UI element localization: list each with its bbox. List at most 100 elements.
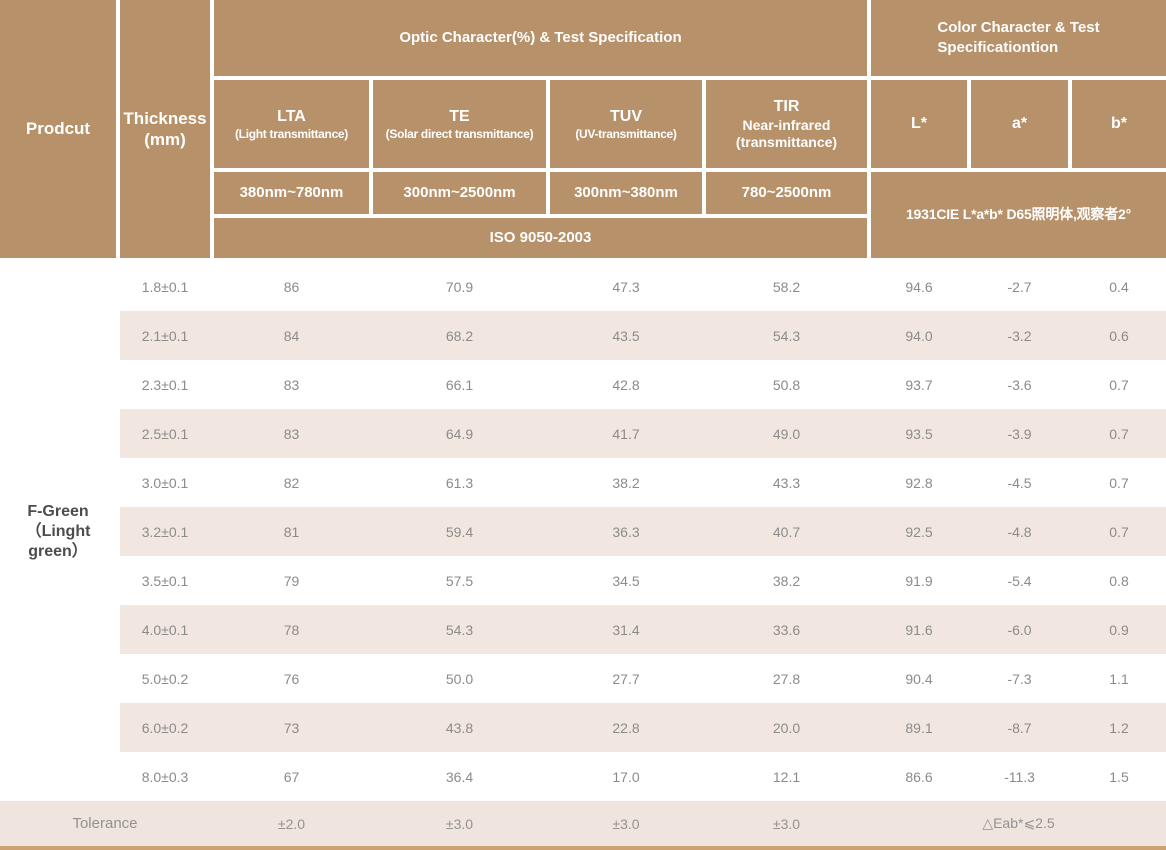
cell-lta: 82 bbox=[283, 474, 300, 491]
cell-bstar: 0.6 bbox=[1109, 327, 1129, 344]
cell-tuv: 22.8 bbox=[612, 719, 640, 736]
header-thickness: Thickness (mm) bbox=[120, 0, 210, 258]
header-col-astar: a* bbox=[971, 80, 1068, 168]
header-col-bstar: b* bbox=[1072, 80, 1166, 168]
cell-lta: 84 bbox=[283, 327, 300, 344]
header-range-te: 300nm~2500nm bbox=[373, 172, 546, 214]
header-col-tir-name: TIR bbox=[773, 97, 800, 115]
cell-lstar: 90.4 bbox=[905, 670, 933, 687]
cell-te: 36.4 bbox=[445, 768, 474, 785]
cell-thickness: 2.3±0.1 bbox=[141, 376, 189, 393]
header-col-tuv-name: TUV bbox=[610, 107, 642, 125]
cell-astar: -11.3 bbox=[1004, 768, 1035, 785]
cell-bstar: 0.8 bbox=[1109, 572, 1129, 589]
cell-tuv: 31.4 bbox=[612, 621, 640, 638]
cell-lstar: 92.8 bbox=[905, 474, 933, 491]
cell-tir: 43.3 bbox=[772, 474, 801, 491]
cell-astar: -8.7 bbox=[1007, 719, 1032, 736]
cell-bstar: 0.7 bbox=[1109, 523, 1129, 540]
cell-tir: 38.2 bbox=[772, 572, 801, 589]
cell-astar: -5.4 bbox=[1007, 572, 1032, 589]
cell-te: 54.3 bbox=[445, 621, 474, 638]
cell-lta: 78 bbox=[283, 621, 300, 638]
cell-tuv: 42.8 bbox=[612, 376, 640, 393]
header-col-lta-sub: (Light transmittance) bbox=[234, 126, 349, 141]
cell-bstar: 0.4 bbox=[1109, 278, 1129, 295]
header-thickness-line2: (mm) bbox=[144, 130, 186, 149]
tolerance-tir: ±3.0 bbox=[772, 815, 801, 832]
cell-lstar: 92.5 bbox=[905, 523, 933, 540]
header-col-lta-name: LTA bbox=[277, 107, 306, 125]
tolerance-row: Tolerance ±2.0 ±3.0 ±3.0 ±3.0 △Eab*⩽2.5 bbox=[0, 801, 1166, 846]
cell-tuv: 34.5 bbox=[612, 572, 640, 589]
cell-lstar: 93.5 bbox=[905, 425, 933, 442]
header-col-lta: LTA (Light transmittance) bbox=[214, 80, 369, 168]
cell-lstar: 89.1 bbox=[905, 719, 933, 736]
header-col-tuv: TUV (UV-transmittance) bbox=[550, 80, 702, 168]
cell-bstar: 1.2 bbox=[1109, 719, 1129, 736]
tolerance-tuv: ±3.0 bbox=[612, 815, 640, 832]
cell-tir: 49.0 bbox=[772, 425, 801, 442]
cell-lta: 83 bbox=[283, 376, 300, 393]
product-name-label: F-Green （Linght green） bbox=[25, 502, 91, 560]
header-optic-group: Optic Character(%) & Test Specification bbox=[214, 0, 867, 76]
cell-tir: 20.0 bbox=[772, 719, 801, 736]
cell-lstar: 94.0 bbox=[905, 327, 933, 344]
cell-lta: 81 bbox=[283, 523, 300, 540]
cell-thickness: 2.1±0.1 bbox=[141, 327, 189, 344]
cell-thickness: 3.0±0.1 bbox=[141, 474, 189, 491]
cell-te: 43.8 bbox=[445, 719, 474, 736]
cell-thickness: 6.0±0.2 bbox=[141, 719, 189, 736]
header-col-lstar: L* bbox=[871, 80, 967, 168]
cell-te: 61.3 bbox=[445, 474, 474, 491]
header-range-tuv: 300nm~380nm bbox=[550, 172, 702, 214]
header-col-tuv-sub: (UV-transmittance) bbox=[575, 126, 677, 141]
cell-te: 50.0 bbox=[445, 670, 474, 687]
cell-lta: 73 bbox=[283, 719, 300, 736]
header-range-tir: 780~2500nm bbox=[706, 172, 867, 214]
header-product-label: Prodcut bbox=[25, 119, 91, 139]
header-col-te: TE (Solar direct transmittance) bbox=[373, 80, 546, 168]
cell-astar: -4.5 bbox=[1007, 474, 1032, 491]
table-body: F-Green （Linght green） 1.8±0.1 86 70.9 4… bbox=[0, 262, 1166, 801]
header-col-tir-sub: Near-infrared bbox=[742, 116, 831, 133]
cell-tuv: 41.7 bbox=[612, 425, 640, 442]
header-color-group-label: Color Character & Test Specificationtion bbox=[937, 18, 1100, 56]
cell-lta: 76 bbox=[283, 670, 300, 687]
table-row: 4.0±0.1 78 54.3 31.4 33.6 91.6 -6.0 0.9 bbox=[0, 605, 1166, 654]
cell-tir: 27.8 bbox=[772, 670, 801, 687]
cell-tir: 40.7 bbox=[772, 523, 801, 540]
cell-astar: -7.3 bbox=[1007, 670, 1032, 687]
cell-astar: -2.7 bbox=[1007, 278, 1032, 295]
cell-thickness: 2.5±0.1 bbox=[141, 425, 189, 442]
cell-lta: 67 bbox=[283, 768, 300, 785]
cell-lta: 83 bbox=[283, 425, 300, 442]
header-col-lstar-name: L* bbox=[911, 115, 927, 132]
cell-thickness: 4.0±0.1 bbox=[141, 621, 189, 638]
cell-lta: 86 bbox=[283, 278, 300, 295]
header-range-lta: 380nm~780nm bbox=[214, 172, 369, 214]
table-row: 2.1±0.1 84 68.2 43.5 54.3 94.0 -3.2 0.6 bbox=[0, 311, 1166, 360]
cell-lstar: 91.9 bbox=[905, 572, 933, 589]
cell-bstar: 0.7 bbox=[1109, 474, 1129, 491]
header-col-tir: TIR Near-infrared (transmittance) bbox=[706, 80, 867, 168]
cell-te: 64.9 bbox=[445, 425, 474, 442]
table-row: 3.2±0.1 81 59.4 36.3 40.7 92.5 -4.8 0.7 bbox=[0, 507, 1166, 556]
cell-te: 68.2 bbox=[445, 327, 474, 344]
cell-tir: 33.6 bbox=[772, 621, 801, 638]
table-row: 6.0±0.2 73 43.8 22.8 20.0 89.1 -8.7 1.2 bbox=[0, 703, 1166, 752]
cell-thickness: 5.0±0.2 bbox=[141, 670, 189, 687]
tolerance-color: △Eab*⩽2.5 bbox=[982, 815, 1055, 831]
cell-astar: -3.2 bbox=[1007, 327, 1032, 344]
header-color-standard: 1931CIE L*a*b* D65照明体,观察者2° bbox=[871, 172, 1166, 258]
cell-tir: 54.3 bbox=[772, 327, 801, 344]
cell-bstar: 0.7 bbox=[1109, 425, 1129, 442]
cell-lstar: 94.6 bbox=[905, 278, 933, 295]
cell-lta: 79 bbox=[283, 572, 300, 589]
tolerance-te: ±3.0 bbox=[445, 815, 474, 832]
cell-astar: -4.8 bbox=[1007, 523, 1032, 540]
cell-tuv: 47.3 bbox=[612, 278, 640, 295]
table-row: 1.8±0.1 86 70.9 47.3 58.2 94.6 -2.7 0.4 bbox=[0, 262, 1166, 311]
header-col-tir-sub2: (transmittance) bbox=[735, 134, 838, 150]
